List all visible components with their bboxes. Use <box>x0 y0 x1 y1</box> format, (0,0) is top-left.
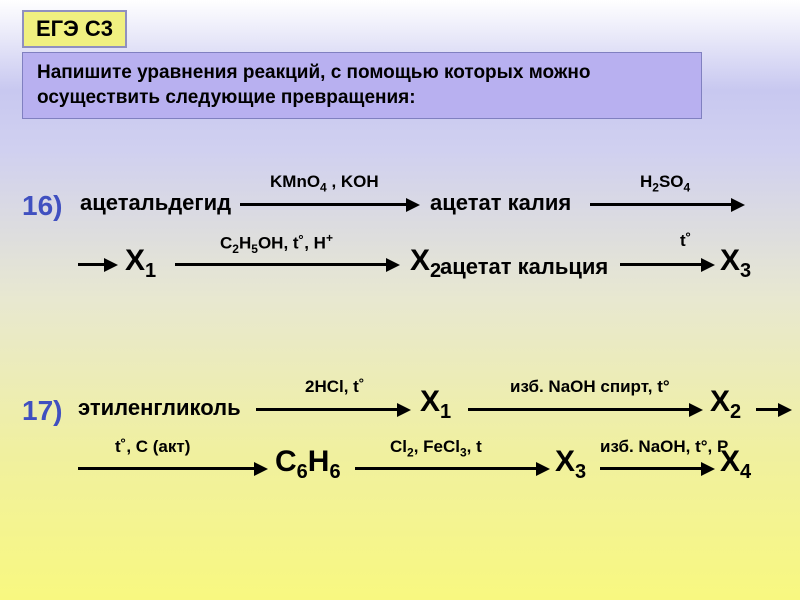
question-16-number: 16) <box>22 190 62 222</box>
reaction-arrow-3 <box>175 258 400 272</box>
reaction-arrow-6 <box>468 403 703 417</box>
reagent-2: C2H5OH, t˚, H+ <box>220 231 333 256</box>
chem-label-0: ацетальдегид <box>80 190 231 216</box>
variable-x2-1: X2 <box>410 244 441 283</box>
reagent-5: изб. NaOH спирт, t° <box>510 377 670 397</box>
reagent-6: t˚, C (акт) <box>115 437 190 457</box>
variable-x3-2: X3 <box>720 244 751 283</box>
variable-x1-0: X1 <box>125 244 156 283</box>
reagent-1: H2SO4 <box>640 172 690 194</box>
exam-badge: ЕГЭ С3 <box>22 10 127 48</box>
variable-x2-4: X2 <box>710 385 741 424</box>
reaction-arrow-4 <box>620 258 715 272</box>
chem-label-1: ацетат калия <box>430 190 571 216</box>
question-17-number: 17) <box>22 395 62 427</box>
instruction-box: Напишите уравнения реакций, с помощью ко… <box>22 52 702 119</box>
reagent-3: t˚ <box>680 231 691 251</box>
chem-label-2: ацетат кальция <box>440 254 608 280</box>
reaction-arrow-5 <box>256 403 411 417</box>
badge-text: ЕГЭ С3 <box>36 16 113 41</box>
reaction-arrow-2 <box>78 258 118 272</box>
formula-0: C6H6 <box>275 445 341 484</box>
reaction-arrow-9 <box>355 462 550 476</box>
reagent-0: KMnO4 , KOH <box>270 172 379 194</box>
variable-x3-5: X3 <box>555 445 586 484</box>
chem-label-3: этиленгликоль <box>78 395 241 421</box>
reagent-4: 2HCl, t˚ <box>305 377 365 397</box>
reaction-arrow-0 <box>240 198 420 212</box>
reaction-arrow-1 <box>590 198 745 212</box>
reaction-arrow-10 <box>600 462 715 476</box>
reaction-arrow-7 <box>756 403 792 417</box>
reagent-8: изб. NaOH, t°, P <box>600 437 728 457</box>
reagent-7: Cl2, FeCl3, t <box>390 437 482 459</box>
variable-x1-3: X1 <box>420 385 451 424</box>
instruction-text: Напишите уравнения реакций, с помощью ко… <box>37 62 590 108</box>
reaction-arrow-8 <box>78 462 268 476</box>
